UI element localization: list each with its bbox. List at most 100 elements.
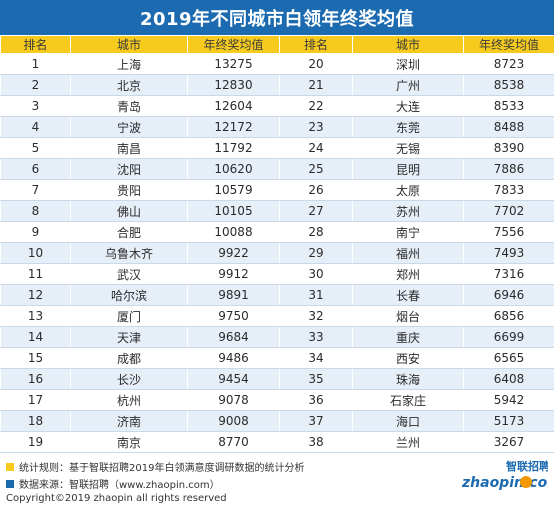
cell-rank: 32 [279, 305, 353, 327]
cell-bonus: 8390 [463, 137, 554, 159]
cell-city: 南宁 [352, 221, 464, 243]
table-row: 4 宁波 12172 23 东莞 8488 [0, 116, 554, 138]
cell-bonus: 8533 [463, 95, 554, 117]
cell-bonus: 10088 [187, 221, 280, 243]
cell-rank: 7 [0, 179, 71, 201]
cell-city: 上海 [70, 53, 188, 75]
table-row: 2 北京 12830 21 广州 8538 [0, 74, 554, 96]
cell-bonus: 8538 [463, 74, 554, 96]
cell-rank: 20 [279, 53, 353, 75]
table-row: 1 上海 13275 20 深圳 8723 [0, 53, 554, 75]
cell-rank: 13 [0, 305, 71, 327]
cell-city: 石家庄 [352, 389, 464, 411]
cell-bonus: 5173 [463, 410, 554, 432]
cell-city: 太原 [352, 179, 464, 201]
cell-rank: 29 [279, 242, 353, 264]
table-row: 13 厦门 9750 32 烟台 6856 [0, 305, 554, 327]
cell-city: 哈尔滨 [70, 284, 188, 306]
logo-en-text: zhaopin.com [461, 475, 548, 491]
table-row: 19 南京 8770 38 兰州 3267 [0, 431, 554, 453]
cell-city: 济南 [70, 410, 188, 432]
header-bonus: 年终奖均值 [463, 35, 554, 54]
yellow-square-icon [6, 462, 14, 471]
cell-bonus: 9486 [187, 347, 280, 369]
cell-rank: 33 [279, 326, 353, 348]
cell-bonus: 3267 [463, 431, 554, 453]
cell-city: 长沙 [70, 368, 188, 390]
cell-rank: 5 [0, 137, 71, 159]
header-city: 城市 [352, 35, 464, 54]
table-row: 14 天津 9684 33 重庆 6699 [0, 326, 554, 348]
cell-rank: 14 [0, 326, 71, 348]
cell-bonus: 8723 [463, 53, 554, 75]
cell-bonus: 9922 [187, 242, 280, 264]
cell-city: 厦门 [70, 305, 188, 327]
cell-bonus: 10620 [187, 158, 280, 180]
cell-city: 苏州 [352, 200, 464, 222]
cell-city: 兰州 [352, 431, 464, 453]
cell-bonus: 5942 [463, 389, 554, 411]
table-row: 8 佛山 10105 27 苏州 7702 [0, 200, 554, 222]
cell-bonus: 10579 [187, 179, 280, 201]
cell-city: 长春 [352, 284, 464, 306]
table-row: 5 南昌 11792 24 无锡 8390 [0, 137, 554, 159]
cell-rank: 22 [279, 95, 353, 117]
cell-bonus: 9008 [187, 410, 280, 432]
cell-rank: 34 [279, 347, 353, 369]
cell-bonus: 12830 [187, 74, 280, 96]
cell-bonus: 10105 [187, 200, 280, 222]
cell-rank: 19 [0, 431, 71, 453]
cell-rank: 24 [279, 137, 353, 159]
cell-bonus: 8488 [463, 116, 554, 138]
note-rule-text: 统计规则：基于智联招聘2019年白领满意度调研数据的统计分析 [19, 463, 305, 474]
cell-rank: 11 [0, 263, 71, 285]
table-row: 3 青岛 12604 22 大连 8533 [0, 95, 554, 117]
cell-city: 海口 [352, 410, 464, 432]
cell-bonus: 9454 [187, 368, 280, 390]
table-row: 12 哈尔滨 9891 31 长春 6946 [0, 284, 554, 306]
cell-bonus: 7316 [463, 263, 554, 285]
cell-city: 福州 [352, 242, 464, 264]
cell-city: 重庆 [352, 326, 464, 348]
cell-rank: 36 [279, 389, 353, 411]
cell-city: 深圳 [352, 53, 464, 75]
cell-city: 合肥 [70, 221, 188, 243]
table-row: 7 贵阳 10579 26 太原 7833 [0, 179, 554, 201]
cell-bonus: 7833 [463, 179, 554, 201]
note-source: 数据来源：智联招聘（www.zhaopin.com） [6, 476, 220, 491]
cell-rank: 35 [279, 368, 353, 390]
cell-city: 乌鲁木齐 [70, 242, 188, 264]
blue-square-icon [6, 479, 14, 488]
cell-rank: 31 [279, 284, 353, 306]
table-body: 1 上海 13275 20 深圳 8723 2 北京 12830 21 广州 8538 3 青岛 12604… [0, 53, 554, 453]
table-header-row: 排名 城市 年终奖均值 排名 城市 年终奖均值 [0, 35, 554, 54]
cell-bonus: 6946 [463, 284, 554, 306]
cell-rank: 15 [0, 347, 71, 369]
cell-city: 广州 [352, 74, 464, 96]
cell-city: 青岛 [70, 95, 188, 117]
cell-city: 成都 [70, 347, 188, 369]
cell-rank: 38 [279, 431, 353, 453]
cell-bonus: 9750 [187, 305, 280, 327]
cell-rank: 4 [0, 116, 71, 138]
header-city: 城市 [70, 35, 188, 54]
logo-dot-icon [520, 476, 532, 488]
table-row: 11 武汉 9912 30 郑州 7316 [0, 263, 554, 285]
cell-rank: 37 [279, 410, 353, 432]
cell-rank: 16 [0, 368, 71, 390]
cell-bonus: 7493 [463, 242, 554, 264]
cell-rank: 17 [0, 389, 71, 411]
cell-rank: 23 [279, 116, 353, 138]
cell-city: 郑州 [352, 263, 464, 285]
cell-rank: 27 [279, 200, 353, 222]
cell-city: 南昌 [70, 137, 188, 159]
logo-cn-text: 智联招聘 [506, 459, 548, 473]
cell-rank: 6 [0, 158, 71, 180]
cell-bonus: 6856 [463, 305, 554, 327]
header-rank: 排名 [279, 35, 353, 54]
note-source-text: 数据来源：智联招聘（www.zhaopin.com） [19, 480, 220, 491]
cell-city: 昆明 [352, 158, 464, 180]
cell-bonus: 13275 [187, 53, 280, 75]
cell-city: 烟台 [352, 305, 464, 327]
cell-city: 武汉 [70, 263, 188, 285]
